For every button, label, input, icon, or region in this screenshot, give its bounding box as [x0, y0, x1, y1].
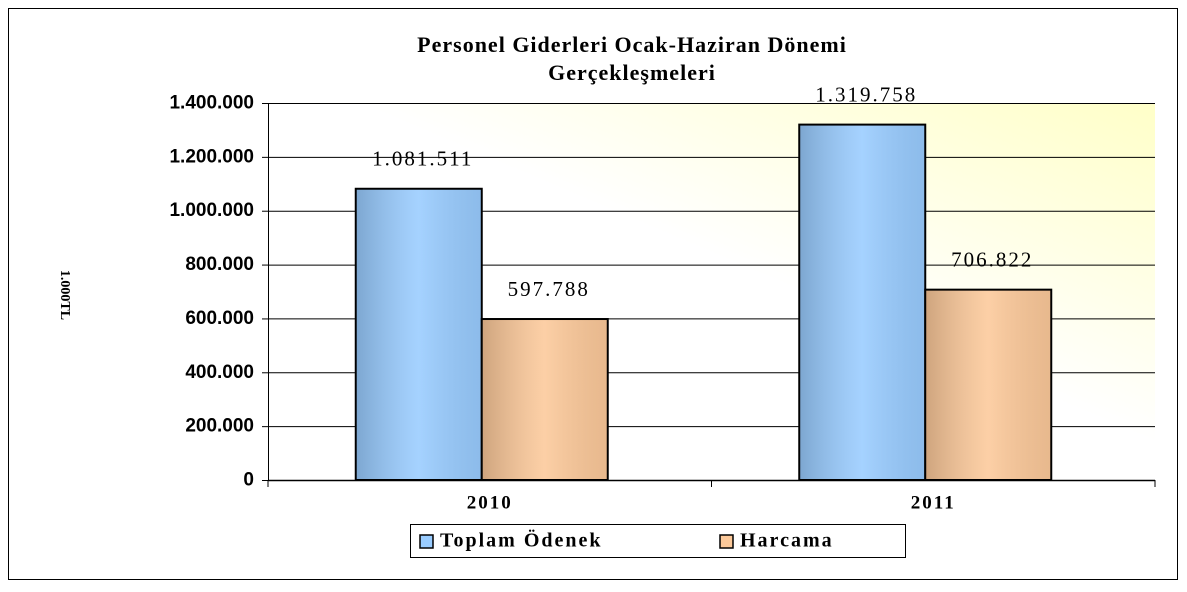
y-tick-label: 800.000 — [185, 254, 254, 275]
legend-swatch — [419, 534, 434, 549]
y-tick-label: 0 — [243, 470, 254, 491]
legend: Toplam Ödenek Harcama — [410, 524, 906, 558]
y-tick-label: 1.200.000 — [169, 146, 254, 167]
data-label: 1.081.511 — [372, 147, 473, 171]
legend-label: Harcama — [740, 530, 834, 552]
x-tick-label: 2011 — [911, 492, 956, 513]
chart-title: Gerçekleşmeleri — [548, 60, 716, 85]
y-axis-label: 1.000TL — [57, 270, 72, 320]
legend-box — [410, 524, 906, 558]
data-label: 597.788 — [508, 277, 590, 301]
chart-title: Personel Giderleri Ocak-Haziran Dönemi — [417, 32, 847, 57]
legend-swatch — [719, 534, 734, 549]
x-tick-label: 2010 — [467, 492, 513, 513]
y-tick-label: 1.000.000 — [169, 200, 254, 221]
y-tick-label: 400.000 — [185, 362, 254, 383]
data-label: 1.319.758 — [815, 82, 917, 106]
bar-shade — [482, 320, 607, 479]
y-tick-label: 200.000 — [185, 416, 254, 437]
bar-shade — [926, 290, 1051, 479]
bar-shade — [356, 189, 481, 480]
y-tick-label: 1.400.000 — [169, 93, 254, 114]
bar-shade — [800, 125, 925, 479]
y-tick-label: 600.000 — [185, 308, 254, 329]
data-label: 706.822 — [951, 247, 1033, 271]
legend-label: Toplam Ödenek — [440, 529, 603, 552]
